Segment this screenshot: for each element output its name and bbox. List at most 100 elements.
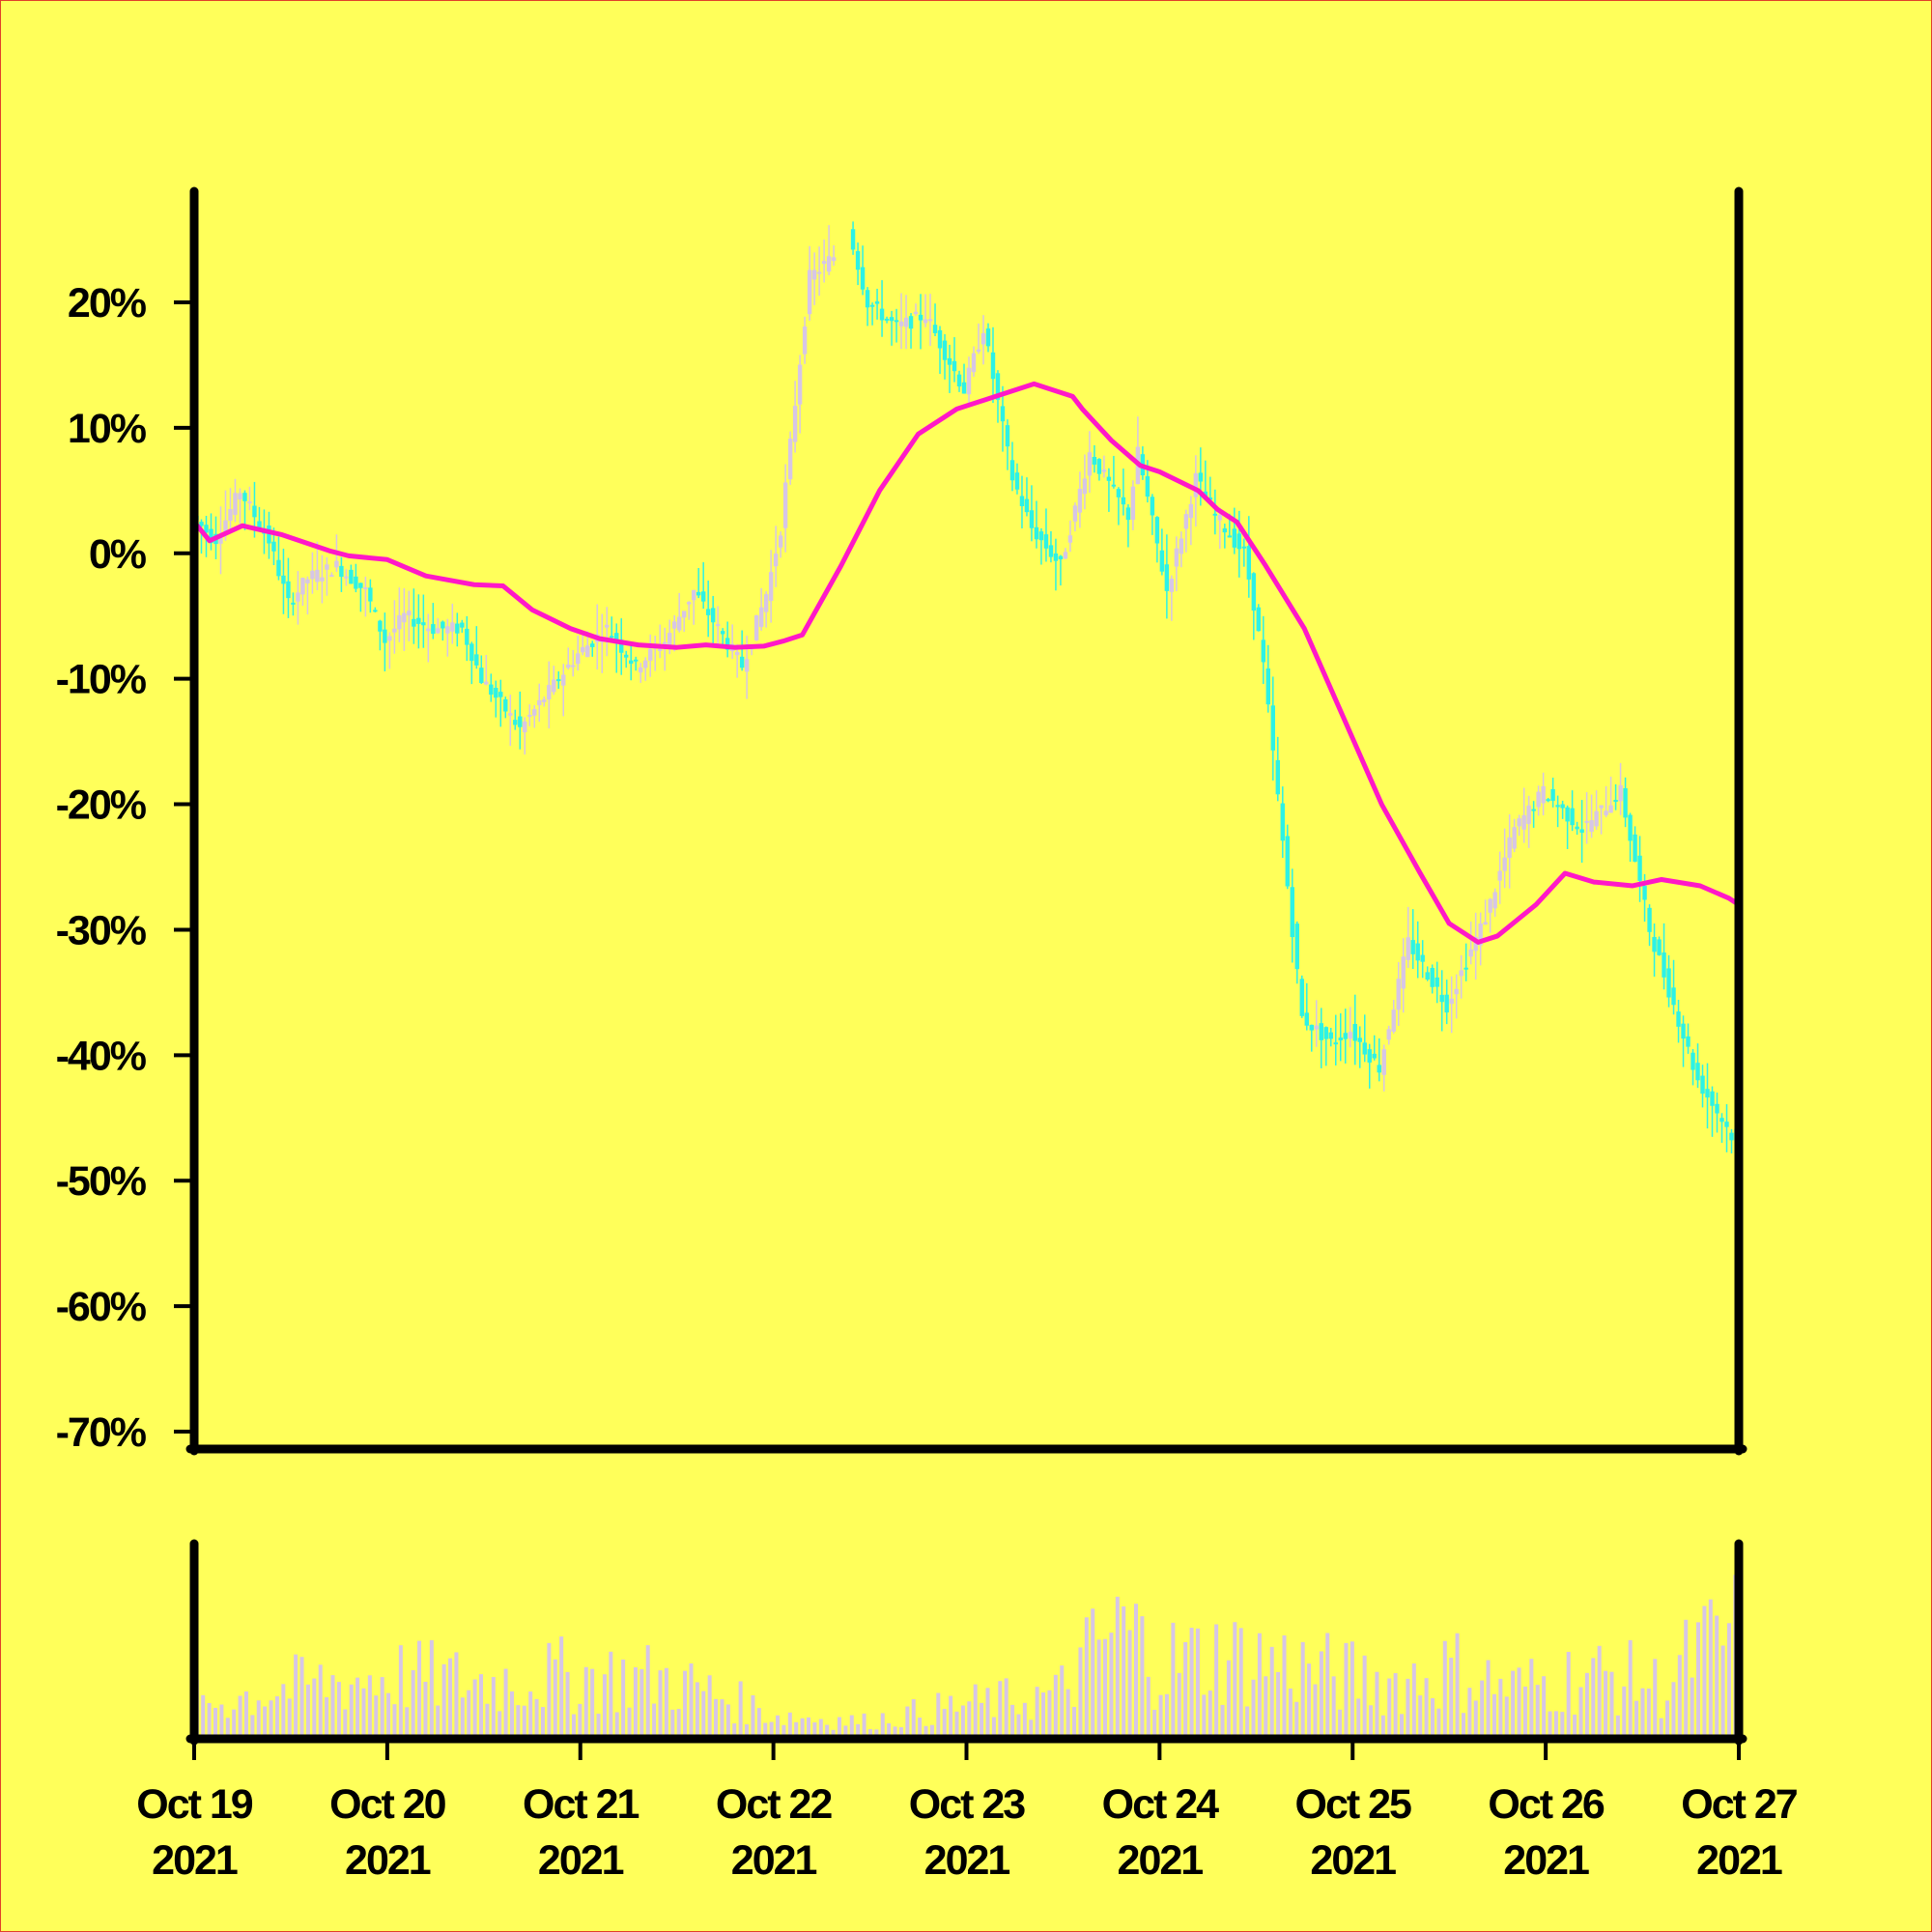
candle-body xyxy=(724,638,730,650)
candle-body xyxy=(884,318,890,321)
volume-bar xyxy=(367,1675,372,1735)
candle-body xyxy=(1686,1036,1690,1047)
volume-bar xyxy=(825,1724,830,1735)
candle-body xyxy=(494,688,498,698)
volume-bar xyxy=(1084,1617,1089,1735)
x-tick-label-date: Oct 21 xyxy=(523,1781,639,1828)
candle-body xyxy=(1633,834,1637,862)
volume-bar xyxy=(1091,1608,1095,1735)
volume-bar xyxy=(1597,1645,1602,1735)
candle-body xyxy=(373,610,378,612)
volume-bar xyxy=(392,1704,397,1735)
candle-body xyxy=(1449,998,1454,1005)
candle-body xyxy=(416,617,421,624)
candle-body xyxy=(566,664,571,668)
volume-bar xyxy=(1127,1630,1132,1735)
volume-bar xyxy=(1615,1715,1620,1735)
volume-bar xyxy=(695,1682,699,1735)
volume-bar xyxy=(256,1700,261,1735)
x-tick-label-year: 2021 xyxy=(1118,1837,1204,1884)
candle-body xyxy=(658,648,663,651)
candle-body xyxy=(1222,527,1228,533)
volume-bar xyxy=(1411,1662,1416,1735)
candle-body xyxy=(349,569,354,584)
volume-bar xyxy=(1578,1687,1583,1735)
x-tick-label-year: 2021 xyxy=(924,1837,1010,1884)
candle-body xyxy=(1715,1103,1719,1114)
candle-body xyxy=(474,654,479,666)
volume-bar xyxy=(1152,1710,1157,1735)
candle-body xyxy=(1352,1024,1357,1041)
volume-bar xyxy=(1498,1678,1503,1735)
volume-bar xyxy=(1690,1677,1694,1735)
candle-body xyxy=(1319,1023,1323,1040)
volume-bar xyxy=(1609,1671,1614,1735)
y-tick-label: -30% xyxy=(56,907,147,953)
candle-body xyxy=(1232,528,1237,548)
candle-body xyxy=(1150,497,1155,516)
volume-bar xyxy=(1078,1647,1083,1735)
volume-bar xyxy=(745,1724,750,1735)
candle-body xyxy=(671,621,677,629)
volume-bar xyxy=(918,1718,923,1735)
volume-bar xyxy=(1424,1678,1429,1735)
volume-bar xyxy=(299,1657,304,1735)
candle-body xyxy=(209,528,213,544)
volume-bar xyxy=(831,1729,836,1735)
candle-body xyxy=(1478,923,1483,946)
volume-bar xyxy=(942,1709,947,1735)
candle-body xyxy=(952,360,957,372)
volume-bar xyxy=(336,1682,341,1735)
y-tick-label: -60% xyxy=(56,1284,147,1330)
volume-bar xyxy=(1344,1642,1349,1735)
candle-body xyxy=(691,589,696,601)
volume-bar xyxy=(219,1704,224,1735)
volume-bar xyxy=(330,1675,335,1735)
volume-bar xyxy=(1406,1678,1410,1735)
x-tick-label-date: Oct 26 xyxy=(1488,1781,1605,1828)
volume-bar xyxy=(411,1669,415,1735)
candle-body xyxy=(667,633,672,647)
volume-bar xyxy=(998,1681,1003,1735)
volume-bar xyxy=(689,1662,694,1735)
volume-bar xyxy=(547,1642,552,1735)
volume-bar xyxy=(1195,1628,1200,1735)
volume-bar xyxy=(423,1681,428,1735)
candle-body xyxy=(1101,469,1107,472)
candle-body xyxy=(1121,497,1126,505)
candle-body xyxy=(1637,855,1642,881)
candle-body xyxy=(508,713,513,716)
volume-bar xyxy=(923,1725,928,1735)
candlestick-series xyxy=(194,221,1739,1154)
candle-body xyxy=(629,660,634,664)
candle-body xyxy=(469,643,474,662)
candle-body xyxy=(1014,472,1020,490)
candle-body xyxy=(537,699,542,706)
candle-body xyxy=(1560,804,1565,809)
candle-body xyxy=(397,614,402,630)
volume-bar xyxy=(1640,1688,1645,1735)
volume-bar xyxy=(807,1717,810,1735)
volume-bar xyxy=(707,1675,712,1735)
volume-bar xyxy=(380,1677,384,1735)
candle-body xyxy=(1435,977,1439,987)
candle-body xyxy=(1179,538,1184,554)
candle-body xyxy=(1009,460,1015,481)
candle-body xyxy=(1657,939,1662,955)
candle-body xyxy=(300,578,305,595)
volume-bar xyxy=(1461,1713,1465,1735)
volume-bar xyxy=(1467,1688,1472,1735)
candle-body xyxy=(932,325,938,333)
candle-body xyxy=(1299,979,1304,1016)
volume-bar xyxy=(1122,1605,1126,1735)
volume-bar xyxy=(893,1726,897,1735)
candle-body xyxy=(639,667,643,673)
volume-bar xyxy=(1350,1641,1354,1735)
volume-bar xyxy=(980,1702,984,1735)
volume-bar xyxy=(1449,1658,1454,1735)
candle-body xyxy=(320,577,325,582)
candle-body xyxy=(1246,546,1252,580)
candle-body xyxy=(1377,1065,1381,1073)
volume-bar xyxy=(664,1667,668,1735)
volume-bar xyxy=(1573,1714,1577,1735)
